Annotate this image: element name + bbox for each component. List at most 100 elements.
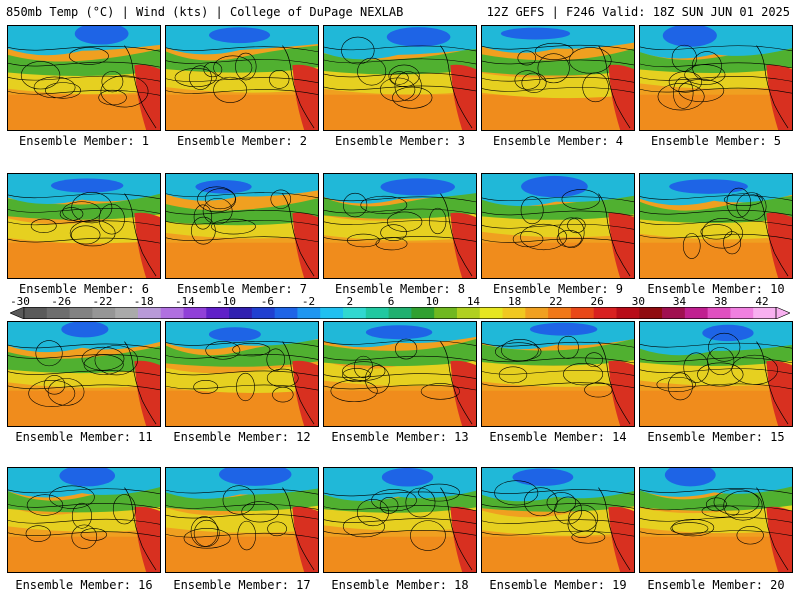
ensemble-member-label: Ensemble Member: 15 [647,430,785,444]
map-title: 850mb Temp (°C) | Wind (kts) | College o… [6,5,404,19]
ensemble-member-label: Ensemble Member: 1 [18,134,150,148]
colorbar-outline [23,307,777,319]
colorbar-tick-label: 30 [631,295,645,308]
colorbar-segment [730,307,754,319]
ensemble-panel-18 [323,467,477,573]
colorbar-tick-label: -18 [133,295,154,308]
temperature-map [482,468,634,572]
colorbar-tick-label: 34 [672,295,687,308]
colorbar-segment [343,307,367,319]
ensemble-panel-8 [323,173,477,279]
ensemble-panel-6 [7,173,161,279]
ensemble-panel-5 [639,25,793,131]
colorbar-segment [525,307,549,319]
ensemble-member-label: Ensemble Member: 20 [647,578,785,592]
colorbar-segment [616,307,640,319]
colorbar-min-arrow [10,307,25,319]
ensemble-panel-9 [481,173,635,279]
colorbar-segment [115,307,139,319]
ensemble-panel-20 [639,467,793,573]
ensemble-panel-14 [481,321,635,427]
ensemble-member-label: Ensemble Member: 19 [489,578,627,592]
temperature-map [166,26,318,130]
colorbar-segment [251,307,276,319]
ensemble-member-label: Ensemble Member: 5 [650,134,782,148]
temperature-map [8,26,160,130]
ensemble-member-label: Ensemble Member: 9 [492,282,624,296]
temperature-map [166,174,318,278]
ensemble-panel-3 [323,25,477,131]
ensemble-member-label: Ensemble Member: 3 [334,134,466,148]
colorbar-segment [662,307,686,319]
colorbar-segment [570,307,595,319]
colorbar-segment [434,307,458,319]
ensemble-member-label: Ensemble Member: 2 [176,134,308,148]
colorbar-segment [206,307,230,319]
colorbar-segment [388,307,412,319]
colorbar-segment [502,307,526,319]
ensemble-panel-15 [639,321,793,427]
temperature-map [8,174,160,278]
ensemble-panel-17 [165,467,319,573]
colorbar-segment [183,307,207,319]
ensemble-member-label: Ensemble Member: 13 [331,430,469,444]
temperature-map [324,468,476,572]
temperature-map [324,322,476,426]
ensemble-member-label: Ensemble Member: 8 [334,282,466,296]
colorbar-tick-label: -6 [260,295,274,308]
colorbar-segment [229,307,253,319]
colorbar-tick-label: -14 [174,295,195,308]
colorbar-tick-label: 18 [508,295,522,308]
colorbar-tick-label: -26 [51,295,72,308]
ensemble-member-label: Ensemble Member: 4 [492,134,624,148]
ensemble-member-label: Ensemble Member: 7 [176,282,308,296]
ensemble-member-label: Ensemble Member: 6 [18,282,150,296]
ensemble-panel-2 [165,25,319,131]
ensemble-panel-16 [7,467,161,573]
ensemble-member-label: Ensemble Member: 16 [15,578,153,592]
colorbar-segment [320,307,344,319]
colorbar-strip [10,307,790,319]
ensemble-panel-7 [165,173,319,279]
ensemble-panel-11 [7,321,161,427]
colorbar-segment [593,307,617,319]
temperature-map [166,468,318,572]
ensemble-panel-13 [323,321,477,427]
colorbar-segment [707,307,731,319]
temperature-map [482,26,634,130]
colorbar-segment [137,307,162,319]
model-run-info: 12Z GEFS | F246 Valid: 18Z SUN JUN 01 20… [486,5,790,19]
temperature-map [8,468,160,572]
colorbar-tick-label: 38 [714,295,728,308]
colorbar-segment [92,307,116,319]
ensemble-panel-10 [639,173,793,279]
colorbar-segment [684,307,709,319]
colorbar-segment [753,307,777,319]
colorbar-segment [160,307,184,319]
colorbar-tick-label: -22 [92,295,113,308]
temperature-map [482,322,634,426]
temperature-colorbar: -30 -26 -22 -18 -14 -10 -6 -2 2 6 10 14 18 22 26 30 34 38… [10,296,790,320]
temperature-map [482,174,634,278]
colorbar-segment [639,307,663,319]
ensemble-panel-4 [481,25,635,131]
colorbar-segment [411,307,435,319]
colorbar-tick-label: -10 [216,295,237,308]
temperature-map [640,26,792,130]
colorbar-tick-label: 14 [466,295,481,308]
colorbar-segment [479,307,503,319]
colorbar-segment [365,307,390,319]
colorbar-tick-label: 10 [425,295,439,308]
colorbar-segment [548,307,572,319]
colorbar-tick-label: 42 [755,295,769,308]
ensemble-panel-1 [7,25,161,131]
temperature-map [324,174,476,278]
colorbar-segment [24,307,48,319]
colorbar-tick-label: 22 [549,295,563,308]
colorbar-tick-label: -2 [301,295,316,308]
temperature-map [640,174,792,278]
ensemble-member-label: Ensemble Member: 11 [15,430,153,444]
ensemble-panel-19 [481,467,635,573]
colorbar-segment [456,307,481,319]
temperature-map [8,322,160,426]
